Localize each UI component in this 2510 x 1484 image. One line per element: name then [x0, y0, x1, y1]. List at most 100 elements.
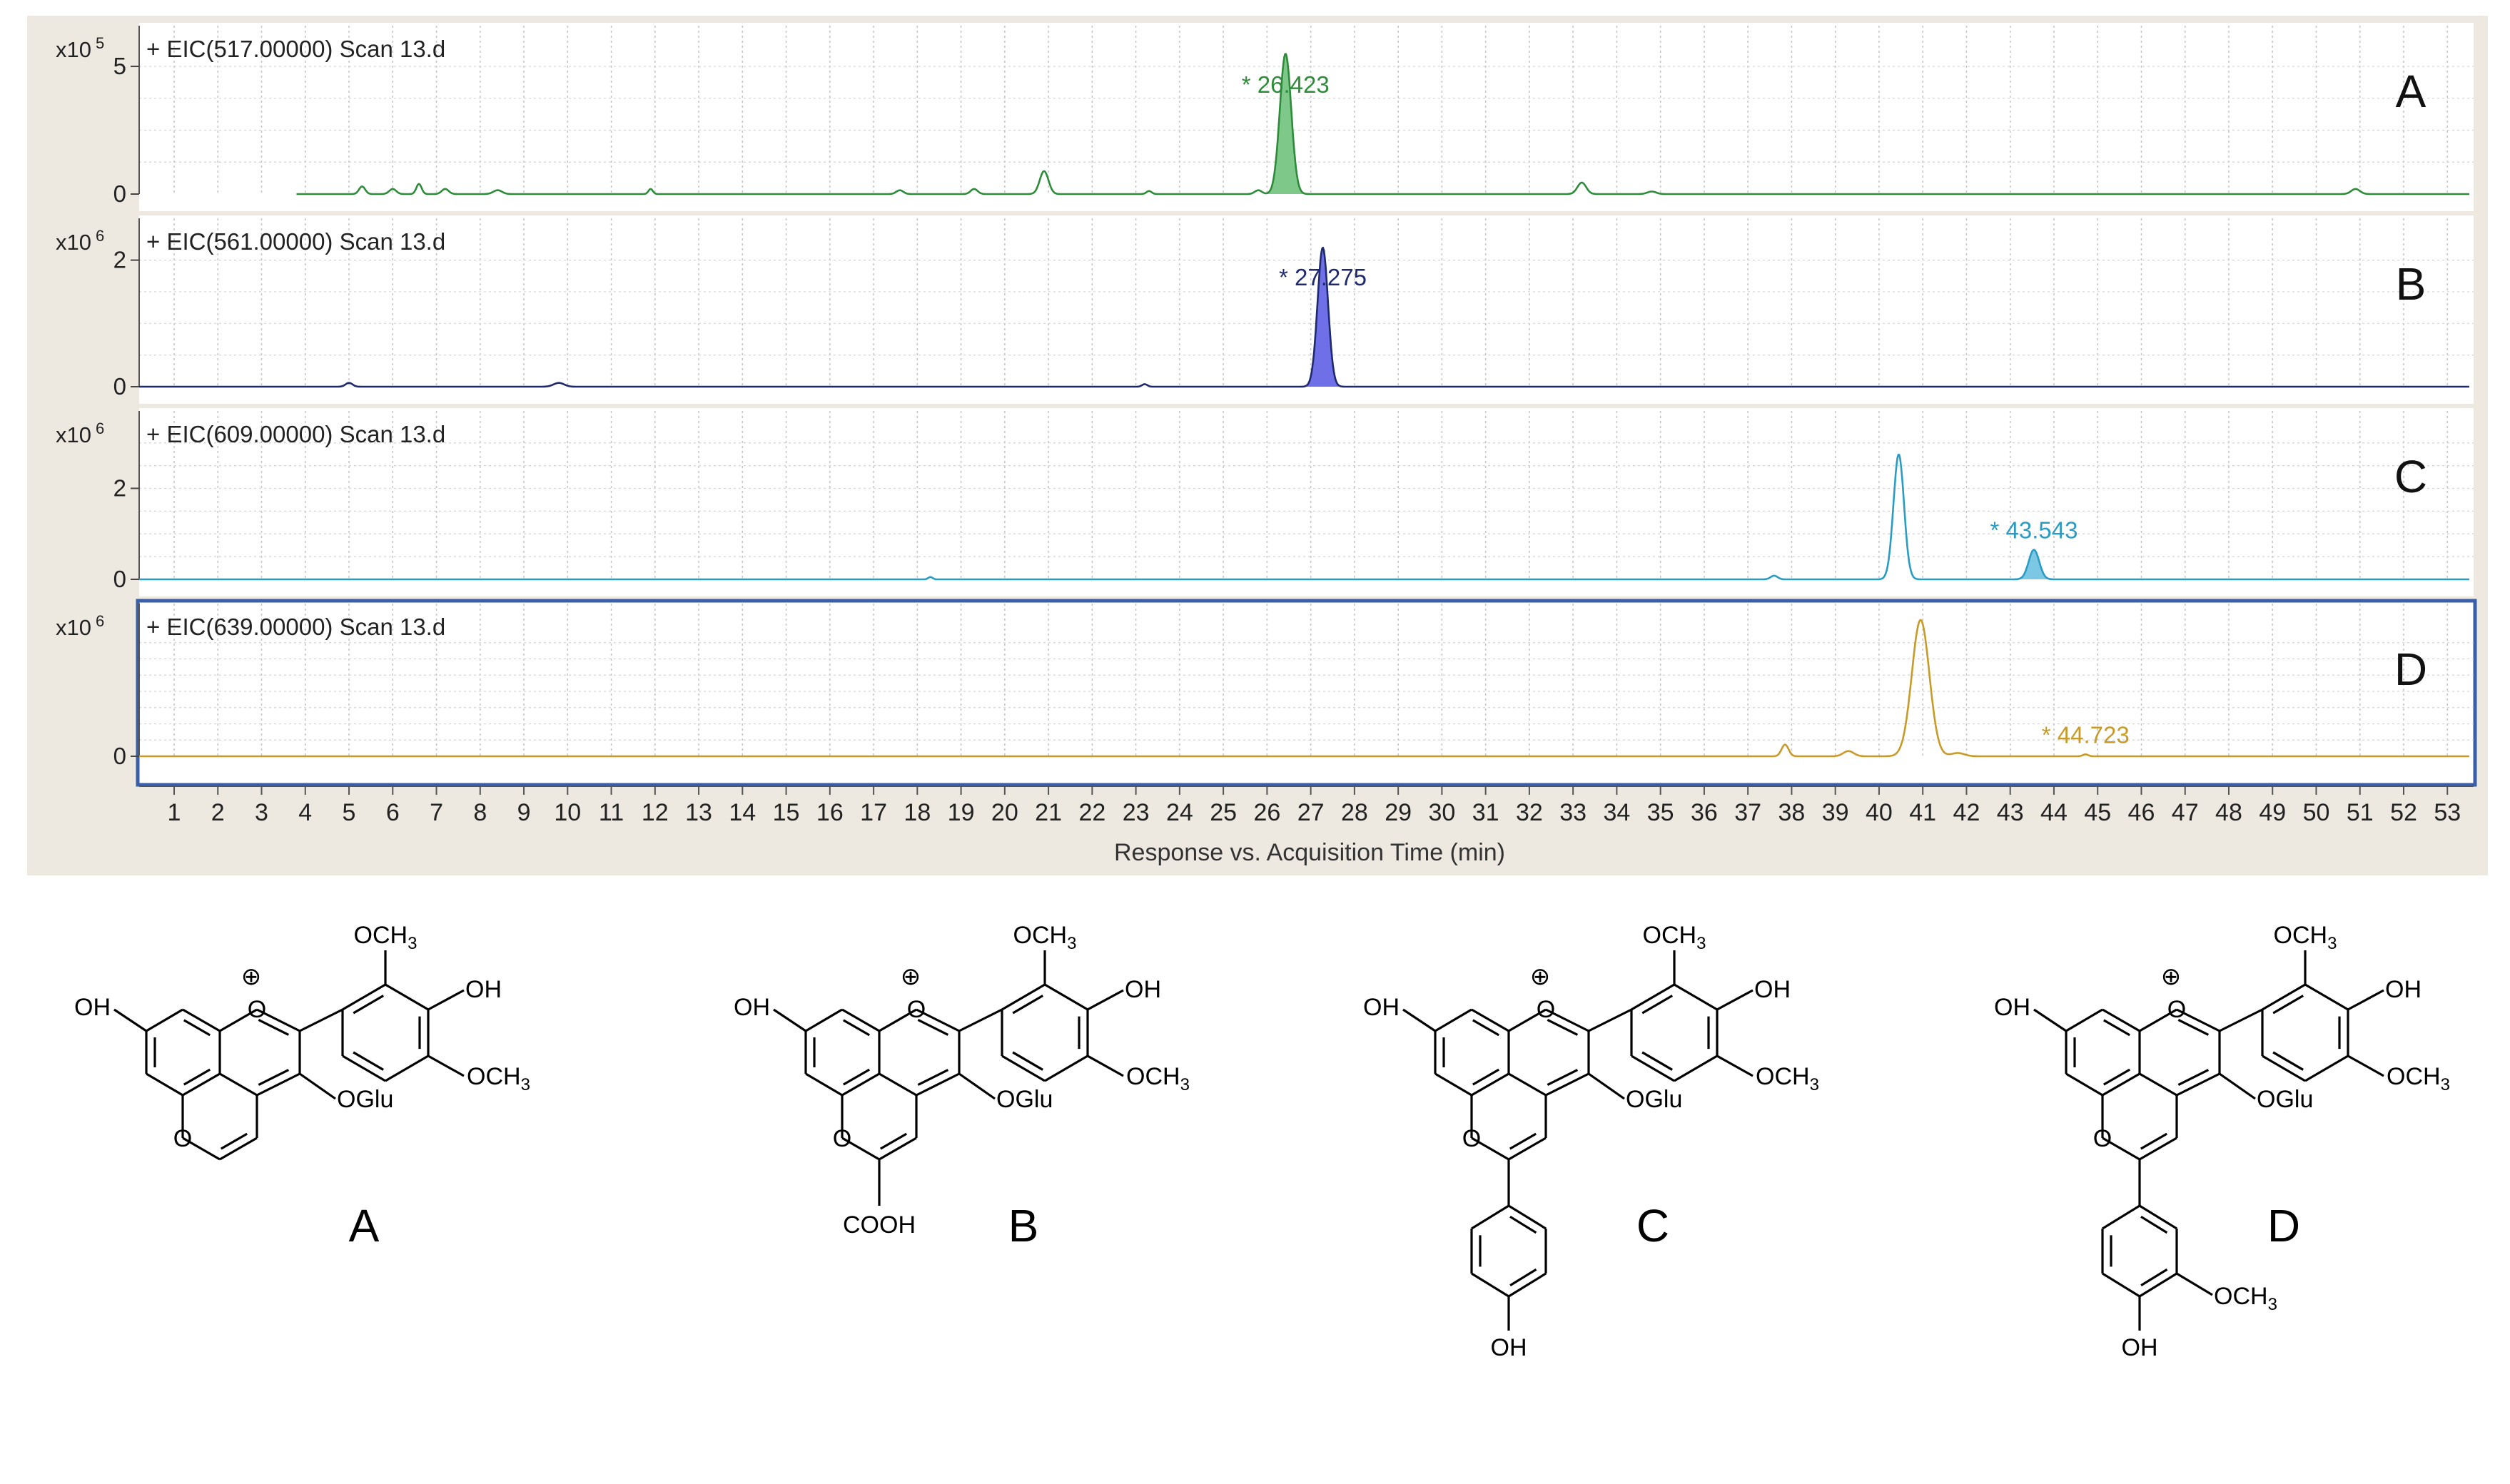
bond: [183, 1019, 211, 1037]
scale-label: x10 5: [56, 34, 104, 62]
x-axis-label: Response vs. Acquisition Time (min): [1114, 839, 1505, 866]
panel-letter: A: [2396, 66, 2426, 117]
hydroxy-label: OH: [1125, 976, 1161, 1003]
x-tick-label: 43: [1997, 799, 2024, 826]
ring-oxygen: O: [1537, 996, 1555, 1023]
x-tick-label: 9: [517, 799, 531, 826]
bond: [1674, 983, 1718, 1011]
methoxy-label: OCH3: [1756, 1063, 1819, 1094]
bond: [2139, 1072, 2177, 1097]
bond: [958, 1072, 996, 1100]
bond: [2139, 1008, 2177, 1032]
hydroxy-label: OH: [74, 994, 111, 1021]
panel-b: 0 2 x10 6 + EIC(561.00000) Scan 13.d B * 27.27…: [56, 215, 2474, 404]
bond: [2176, 1072, 2220, 1097]
bond: [1402, 1008, 1436, 1032]
x-tick-label: 30: [1428, 799, 1455, 826]
bond: [2176, 1272, 2213, 1296]
methoxy-label: OCH3: [354, 922, 418, 953]
trace-title: + EIC(609.00000) Scan 13.d: [146, 421, 445, 447]
plot-area: [139, 408, 2474, 596]
bond: [2177, 1069, 2210, 1086]
glucoside-label: OGlu: [996, 1086, 1053, 1113]
bond: [299, 1072, 336, 1100]
ring-oxygen: O: [907, 996, 926, 1023]
bond: [256, 1008, 300, 1032]
bond: [256, 1072, 300, 1097]
x-tick-label: 31: [1472, 799, 1499, 826]
x-tick-label: 18: [904, 799, 931, 826]
x-tick-label: 21: [1035, 799, 1062, 826]
x-tick-label: 13: [685, 799, 712, 826]
structure-letter: A: [349, 1200, 380, 1251]
x-tick-label: 22: [1078, 799, 1105, 826]
bond: [1508, 1272, 1547, 1298]
x-tick-label: 1: [168, 799, 181, 826]
bond: [219, 1008, 258, 1032]
methoxy-label: OCH3: [1013, 922, 1077, 953]
x-tick-label: 40: [1866, 799, 1893, 826]
bond: [2065, 1008, 2103, 1032]
glucoside-label: OGlu: [1626, 1086, 1682, 1113]
bond: [2102, 1019, 2130, 1037]
peak-annotation: * 43.543: [1990, 517, 2078, 544]
structure-a: O ⊕ O OH OCH3 OH OCH3 OGlu A: [74, 922, 530, 1251]
hydroxy-label: OH: [734, 994, 770, 1021]
methoxy-label: OCH3: [467, 1063, 530, 1094]
bond: [1471, 1272, 1509, 1298]
panel-letter: C: [2394, 451, 2427, 502]
structure-c: O ⊕ O OH OCH3 OH OCH3 OGlu OH C: [1363, 922, 1819, 1361]
bond: [1716, 1054, 1754, 1077]
x-tick-label: 46: [2128, 799, 2155, 826]
plot-area: [139, 215, 2474, 404]
bond: [353, 995, 385, 1015]
scale-exponent: 6: [96, 227, 104, 245]
bond: [1087, 1054, 1124, 1077]
hydroxy-label: OH: [1994, 994, 2030, 1021]
x-tick-label: 47: [2172, 799, 2199, 826]
bond: [146, 1008, 183, 1032]
pyran-oxygen: O: [1462, 1125, 1481, 1152]
x-tick-label: 15: [773, 799, 800, 826]
bond: [385, 1054, 429, 1082]
plot-area: [139, 23, 2474, 211]
hydroxy-label: OH: [2385, 976, 2422, 1003]
bond: [773, 1008, 806, 1032]
bond: [182, 1137, 221, 1161]
methoxy-label: OCH3: [2274, 922, 2337, 953]
bond: [2262, 983, 2306, 1011]
methoxy-label: OCH3: [2214, 1283, 2277, 1314]
bond: [1716, 989, 1754, 1011]
bond: [1547, 1019, 1579, 1036]
x-tick-label: 49: [2259, 799, 2286, 826]
y-tick-label: 0: [113, 743, 126, 769]
structure-d: O ⊕ O OH OCH3 OH OCH3 OGlu OH OCH3 D: [1994, 922, 2450, 1361]
bond: [1588, 1072, 1625, 1100]
bond: [805, 1008, 843, 1032]
bond: [1545, 1072, 1589, 1097]
bond: [219, 1072, 258, 1097]
hydroxy-label: OH: [465, 976, 502, 1003]
positive-charge: ⊕: [241, 963, 262, 990]
trace-title: + EIC(639.00000) Scan 13.d: [146, 614, 445, 640]
methoxy-label: OCH3: [1126, 1063, 1190, 1094]
scale-label: x10 6: [56, 612, 104, 640]
x-tick-label: 6: [386, 799, 400, 826]
methoxy-label: OCH3: [1643, 922, 1706, 953]
x-tick-label: 34: [1603, 799, 1630, 826]
x-tick-label: 44: [2040, 799, 2068, 826]
x-tick-label: 8: [473, 799, 487, 826]
bond: [2065, 1072, 2103, 1097]
bond: [842, 1019, 870, 1037]
x-tick-label: 3: [255, 799, 268, 826]
bond: [1044, 1054, 1088, 1082]
bond: [916, 1008, 960, 1032]
peak-area: [1265, 54, 1306, 194]
positive-charge: ⊕: [901, 963, 921, 990]
bond: [427, 989, 465, 1011]
x-tick-label: 32: [1516, 799, 1543, 826]
scale-label: x10 6: [56, 227, 104, 255]
bond: [1545, 1008, 1589, 1032]
pyran-oxygen: O: [2093, 1125, 2112, 1152]
